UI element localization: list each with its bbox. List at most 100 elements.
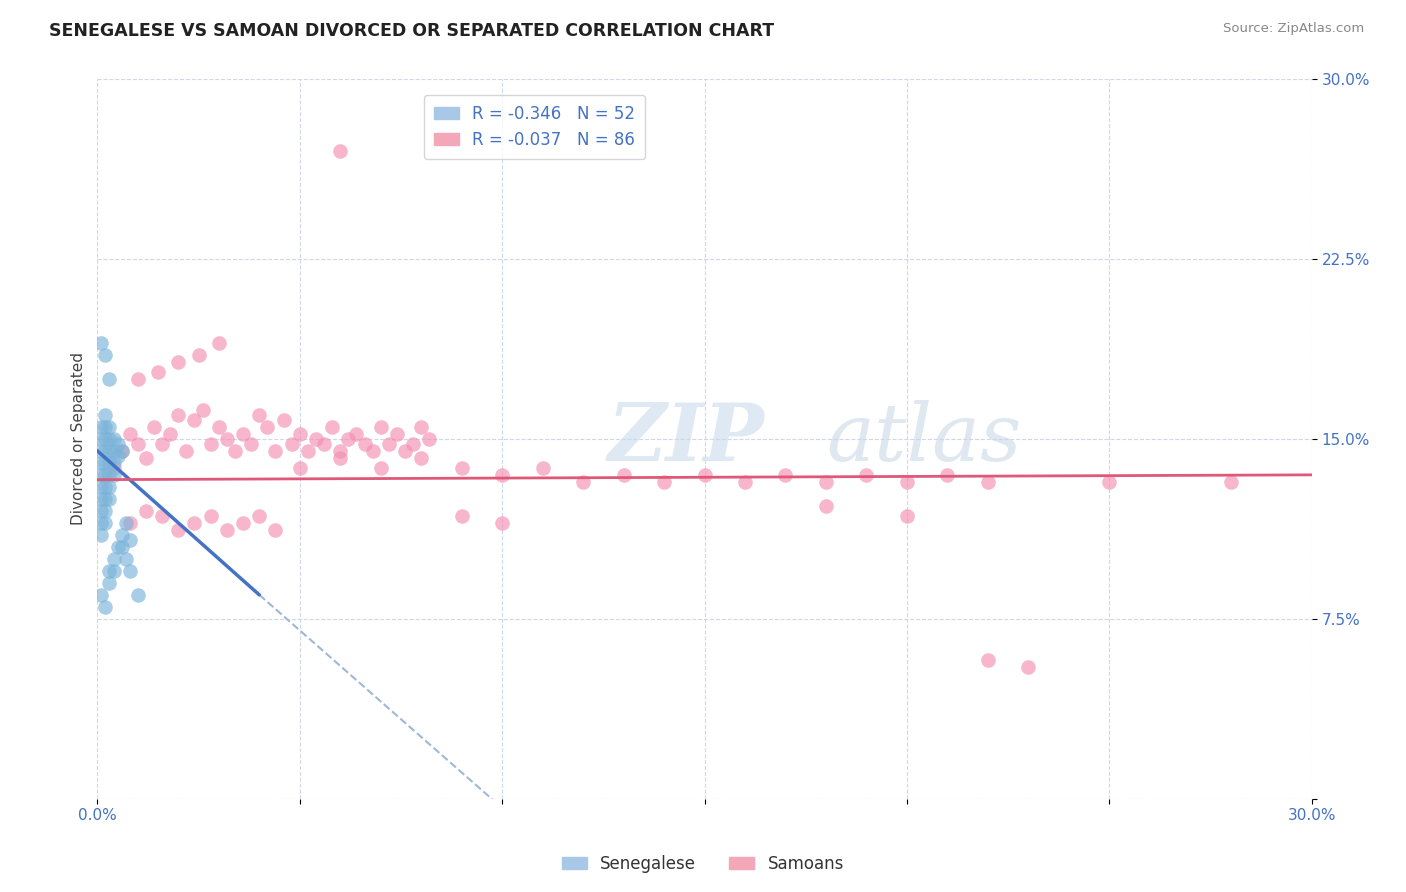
Point <box>94 456 117 470</box>
Point <box>896 508 918 523</box>
Point <box>280 436 302 450</box>
Point <box>240 436 263 450</box>
Point <box>288 427 311 442</box>
Point <box>264 443 287 458</box>
Point <box>370 420 392 434</box>
Point <box>531 460 554 475</box>
Point <box>693 467 716 482</box>
Point <box>312 436 335 450</box>
Point <box>297 443 319 458</box>
Point <box>94 443 117 458</box>
Point <box>90 443 112 458</box>
Point <box>111 443 134 458</box>
Point <box>208 420 231 434</box>
Point <box>361 443 384 458</box>
Legend: Senegalese, Samoans: Senegalese, Samoans <box>555 848 851 880</box>
Point <box>402 436 425 450</box>
Point <box>256 420 278 434</box>
Point <box>98 456 121 470</box>
Point <box>114 551 136 566</box>
Point <box>305 432 328 446</box>
Point <box>135 504 157 518</box>
Point <box>111 528 134 542</box>
Point <box>94 599 117 614</box>
Point <box>94 467 117 482</box>
Point <box>167 523 190 537</box>
Point <box>103 467 125 482</box>
Point <box>111 540 134 554</box>
Point <box>215 432 238 446</box>
Point <box>264 523 287 537</box>
Point <box>90 467 112 482</box>
Point <box>98 467 121 482</box>
Point <box>98 443 121 458</box>
Point <box>208 335 231 350</box>
Point <box>107 436 129 450</box>
Point <box>94 480 117 494</box>
Point <box>94 420 117 434</box>
Point <box>385 427 408 442</box>
Point <box>150 436 173 450</box>
Point <box>224 443 246 458</box>
Point <box>288 460 311 475</box>
Text: SENEGALESE VS SAMOAN DIVORCED OR SEPARATED CORRELATION CHART: SENEGALESE VS SAMOAN DIVORCED OR SEPARAT… <box>49 22 775 40</box>
Point <box>187 348 209 362</box>
Point <box>814 499 837 513</box>
Point <box>1219 475 1241 489</box>
Point <box>167 408 190 422</box>
Point <box>734 475 756 489</box>
Point <box>183 516 205 530</box>
Point <box>90 420 112 434</box>
Point <box>321 420 343 434</box>
Point <box>94 491 117 506</box>
Point <box>98 420 121 434</box>
Point <box>90 504 112 518</box>
Point <box>90 528 112 542</box>
Point <box>896 475 918 489</box>
Point <box>450 460 472 475</box>
Point <box>127 372 149 386</box>
Point <box>90 480 112 494</box>
Point <box>103 443 125 458</box>
Point <box>329 443 352 458</box>
Point <box>329 144 352 158</box>
Point <box>98 480 121 494</box>
Point <box>200 508 222 523</box>
Point <box>855 467 877 482</box>
Point <box>98 491 121 506</box>
Point <box>394 443 416 458</box>
Point <box>103 460 125 475</box>
Point <box>111 443 134 458</box>
Point <box>370 460 392 475</box>
Point <box>90 456 112 470</box>
Point <box>215 523 238 537</box>
Point <box>613 467 636 482</box>
Point <box>273 412 295 426</box>
Text: ZIP: ZIP <box>607 401 765 477</box>
Point <box>103 564 125 578</box>
Point <box>114 516 136 530</box>
Point <box>936 467 959 482</box>
Point <box>98 564 121 578</box>
Point <box>118 427 141 442</box>
Point <box>450 508 472 523</box>
Point <box>127 436 149 450</box>
Point <box>94 432 117 446</box>
Point <box>98 372 121 386</box>
Point <box>337 432 360 446</box>
Point <box>90 432 112 446</box>
Point <box>183 412 205 426</box>
Point <box>1017 660 1039 674</box>
Point <box>176 443 198 458</box>
Point <box>775 467 797 482</box>
Point <box>150 508 173 523</box>
Point <box>90 491 112 506</box>
Point <box>191 403 214 417</box>
Point <box>1098 475 1121 489</box>
Legend: R = -0.346   N = 52, R = -0.037   N = 86: R = -0.346 N = 52, R = -0.037 N = 86 <box>423 95 645 159</box>
Text: Source: ZipAtlas.com: Source: ZipAtlas.com <box>1223 22 1364 36</box>
Point <box>344 427 367 442</box>
Point <box>94 348 117 362</box>
Point <box>167 355 190 369</box>
Point <box>118 533 141 547</box>
